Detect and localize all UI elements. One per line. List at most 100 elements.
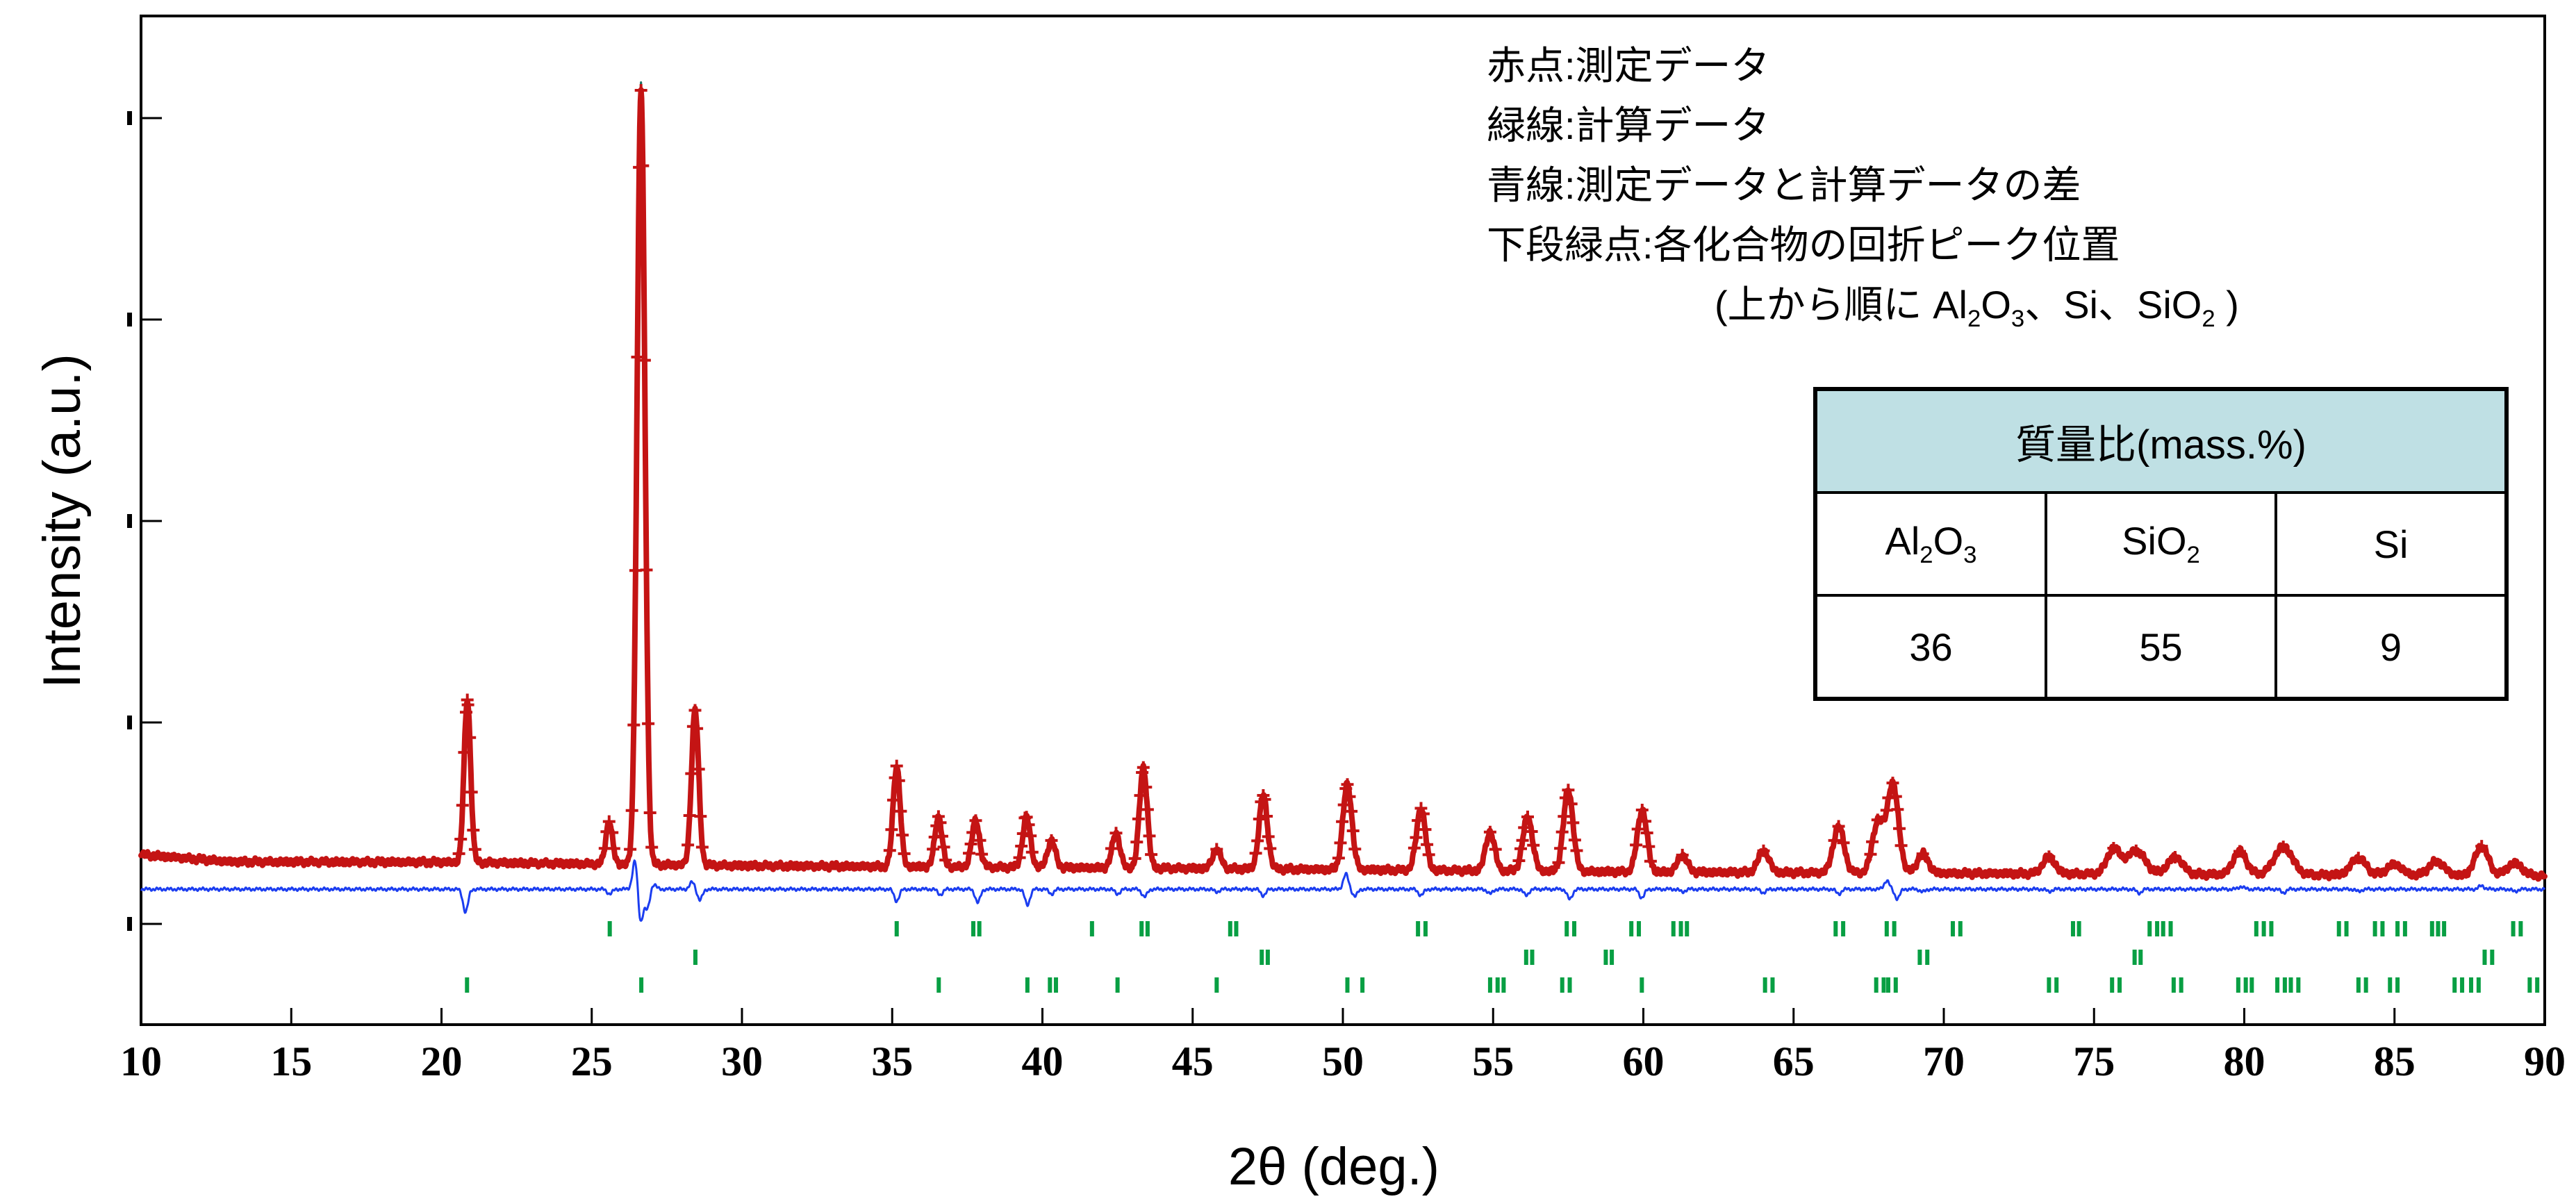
phase-tick-sio2 [2282, 977, 2287, 993]
phase-tick-al2o3 [1678, 921, 1683, 936]
measured-point-marker [1132, 812, 1145, 825]
x-tick-label: 70 [1923, 1039, 1965, 1084]
measured-point-marker [1264, 842, 1277, 855]
y-tick-label-mark [127, 111, 132, 125]
measured-point-marker [1893, 822, 1906, 835]
phase-tick-al2o3 [2442, 921, 2447, 936]
measured-point-marker [1128, 852, 1141, 865]
measured-point-marker [1886, 777, 1899, 790]
measured-point-marker [642, 717, 655, 730]
phase-tick-si [1610, 950, 1615, 965]
measured-point-marker [1640, 827, 1653, 839]
phase-tick-al2o3 [2147, 921, 2152, 936]
measured-point-marker [1828, 834, 1841, 847]
phase-tick-sio2 [2275, 977, 2280, 993]
y-tick-label-mark [127, 514, 132, 528]
phase-tick-al2o3 [1234, 921, 1239, 936]
measured-point-marker [1022, 818, 1035, 832]
measured-point-marker [1130, 836, 1143, 849]
x-tick-label: 20 [421, 1039, 463, 1084]
measured-point-marker [973, 834, 986, 847]
measured-point-marker [1525, 825, 1538, 838]
phase-tick-sio2 [2395, 977, 2400, 993]
measured-point-marker [1555, 825, 1569, 838]
measured-point-marker [1139, 781, 1153, 794]
phase-tick-al2o3 [971, 921, 976, 936]
phase-tick-sio2 [1893, 977, 1898, 993]
phase-tick-sio2 [1214, 977, 1219, 993]
measured-point-marker [892, 774, 905, 787]
measured-point-marker [461, 693, 474, 706]
phase-tick-al2o3 [1629, 921, 1634, 936]
mass-value-sio2: 55 [2045, 594, 2277, 700]
measured-point-marker [1570, 844, 1583, 857]
measured-point-marker [2352, 852, 2365, 865]
measured-point-marker [638, 354, 651, 367]
measured-point-marker [936, 829, 948, 843]
measured-point-marker [1832, 820, 1845, 833]
phase-tick-si [2490, 950, 2495, 965]
phase-tick-al2o3 [2261, 921, 2266, 936]
phase-tick-sio2 [2249, 977, 2254, 993]
phase-tick-sio2 [2469, 977, 2474, 993]
phase-tick-al2o3 [1833, 921, 1838, 936]
measured-point-marker [1635, 804, 1649, 816]
x-tick-label: 60 [1623, 1039, 1665, 1084]
measured-point-marker [2042, 850, 2056, 863]
x-tick-label: 30 [721, 1039, 763, 1084]
phase-tick-al2o3 [1564, 921, 1569, 936]
phase-tick-al2o3 [2155, 921, 2160, 936]
measured-point-marker [1554, 842, 1567, 855]
phase-tick-sio2 [2452, 977, 2457, 993]
measured-point-marker [1562, 784, 1575, 797]
measured-point-marker [1864, 847, 1877, 861]
measured-point-marker [456, 799, 469, 812]
phase-tick-al2o3 [2269, 921, 2274, 936]
measured-point-marker [1134, 789, 1147, 802]
phase-tick-sio2 [1053, 977, 1058, 993]
phase-tick-si [1265, 950, 1270, 965]
phase-tick-al2o3 [1228, 921, 1232, 936]
difference-curve [140, 859, 2546, 922]
measured-point-marker [1916, 847, 1929, 861]
measured-point-marker [1141, 803, 1154, 816]
mass-value-al2o3: 36 [1814, 594, 2047, 700]
x-tick-label: 15 [270, 1039, 312, 1084]
phase-tick-al2o3 [977, 921, 982, 936]
measured-point-marker [975, 847, 989, 861]
phase-tick-sio2 [2356, 977, 2361, 993]
measured-point-marker [1145, 848, 1158, 861]
measured-point-marker [883, 844, 896, 857]
measured-point-marker [1639, 815, 1652, 828]
legend-line-difference: 青線:測定データと計算データの差 [1487, 163, 2081, 207]
measured-point-marker [1343, 790, 1356, 803]
measured-point-marker [607, 842, 620, 855]
measured-point-marker [2277, 841, 2290, 854]
measured-point-marker [1410, 831, 1423, 844]
measured-point-marker [602, 815, 616, 828]
measured-point-marker [1024, 829, 1037, 843]
measured-point-marker [2129, 844, 2142, 857]
phase-tick-sio2 [2054, 977, 2059, 993]
measured-point-marker [887, 793, 900, 807]
phase-tick-sio2 [1560, 977, 1564, 993]
chart-legend: 赤点:測定データ 緑線:計算データ 青線:測定データと計算データの差 下段緑点:… [1487, 36, 2529, 349]
measured-point-marker [885, 823, 898, 836]
measured-point-marker [695, 841, 709, 854]
measured-point-marker [1676, 848, 1689, 861]
measured-point-marker [629, 564, 642, 577]
measured-point-marker [1109, 827, 1123, 840]
measured-point-marker [1348, 843, 1362, 856]
phase-tick-si [1603, 950, 1608, 965]
measured-point-marker [1105, 842, 1118, 855]
x-tick-label: 90 [2524, 1039, 2566, 1084]
phase-tick-sio2 [2047, 977, 2051, 993]
measured-point-marker [1336, 815, 1349, 828]
measured-point-marker [640, 563, 653, 577]
measured-point-marker [694, 810, 707, 823]
phase-tick-sio2 [2460, 977, 2465, 993]
measured-point-marker [454, 833, 468, 845]
measured-point-marker [1143, 829, 1156, 843]
